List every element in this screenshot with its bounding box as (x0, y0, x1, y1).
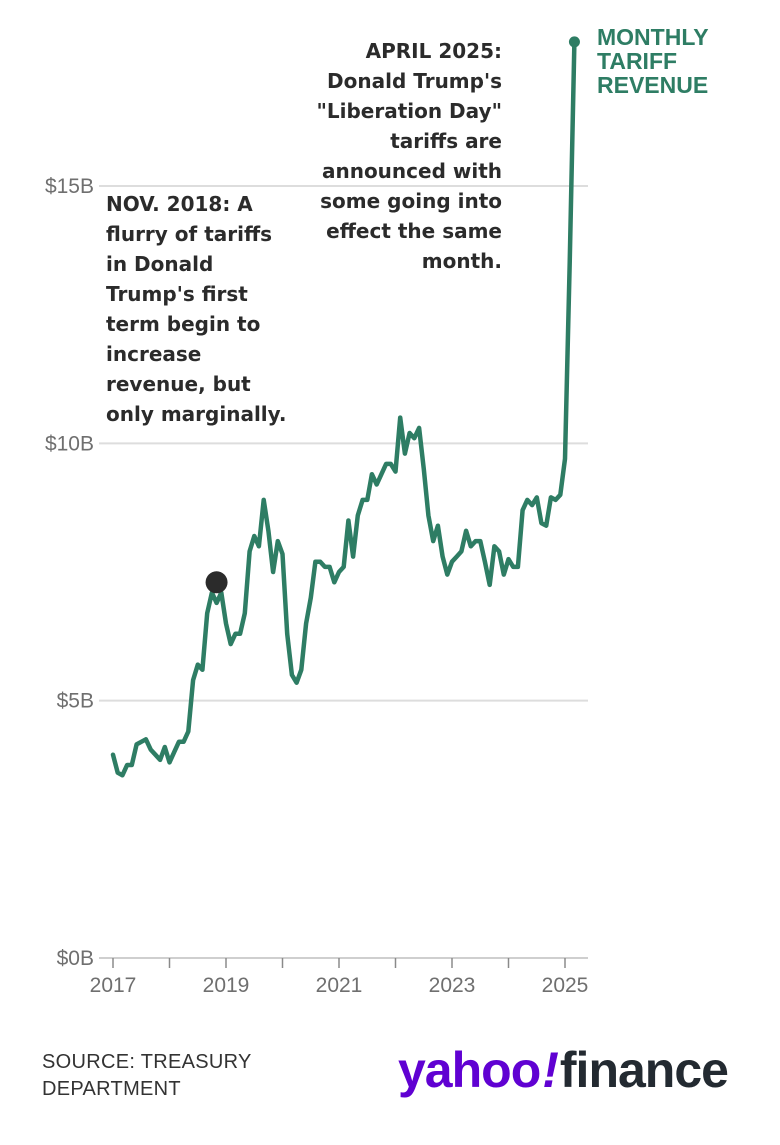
annotation-line: revenue, but (106, 372, 251, 396)
y-tick-label: $0B (57, 947, 94, 970)
annotation-line: Donald Trump's (327, 69, 502, 93)
series-label: MONTHLY TARIFF REVENUE (597, 25, 757, 97)
y-tick-label: $5B (57, 690, 94, 713)
x-tick-label: 2025 (542, 974, 589, 997)
source-line: SOURCE: TREASURY (42, 1051, 252, 1073)
yahoo-finance-logo: yahoo!finance (398, 1040, 729, 1100)
annotation-line: APRIL 2025: (365, 39, 502, 63)
series-label-line: REVENUE (597, 72, 709, 98)
marker-layer (205, 36, 580, 594)
annotation-line: "Liberation Day" (316, 99, 502, 123)
logo-exclamation: ! (542, 1042, 559, 1098)
annotation-line: tariffs are (390, 129, 502, 153)
annotation-line: term begin to (106, 312, 261, 336)
series-line-monthly-tariff-revenue (110, 39, 577, 778)
annotation-nov-2018: NOV. 2018: A flurry of tariffs in Donald… (106, 189, 306, 429)
annotation-line: flurry of tariffs (106, 222, 273, 246)
series-layer (110, 39, 577, 778)
x-tick-label: 2017 (90, 974, 137, 997)
series-label-line: MONTHLY (597, 24, 709, 50)
x-tick-label: 2019 (203, 974, 250, 997)
source-line: DEPARTMENT (42, 1078, 181, 1100)
y-tick-label: $15B (45, 175, 94, 198)
source-note: SOURCE: TREASURY DEPARTMENT (42, 1049, 302, 1103)
chart: $0B $5B $10B $15B 2017 2019 2021 2023 2025 (45, 36, 589, 997)
annotation-line: NOV. 2018: A (106, 192, 253, 216)
marker-apr-2025 (568, 36, 580, 48)
logo-finance-text: finance (559, 1042, 729, 1098)
logo-yahoo-text: yahoo (398, 1042, 541, 1098)
series-label-line: TARIFF (597, 48, 678, 74)
x-tick-label: 2023 (429, 974, 476, 997)
annotation-line: in Donald (106, 252, 214, 276)
annotation-line: some going into (320, 189, 502, 213)
annotation-line: month. (421, 249, 502, 273)
annotation-april-2025: APRIL 2025: Donald Trump's "Liberation D… (312, 36, 502, 276)
annotation-line: only marginally. (106, 402, 287, 426)
annotation-line: effect the same (326, 219, 502, 243)
x-axis: 2017 2019 2021 2023 2025 (90, 958, 589, 997)
x-tick-label: 2021 (316, 974, 363, 997)
annotation-line: announced with (321, 159, 502, 183)
annotation-line: Trump's first (106, 282, 248, 306)
grid-layer (99, 185, 588, 959)
y-axis: $0B $5B $10B $15B (45, 175, 94, 970)
annotation-line: increase (106, 342, 202, 366)
marker-nov-2018 (205, 571, 228, 594)
y-tick-label: $10B (45, 432, 94, 455)
